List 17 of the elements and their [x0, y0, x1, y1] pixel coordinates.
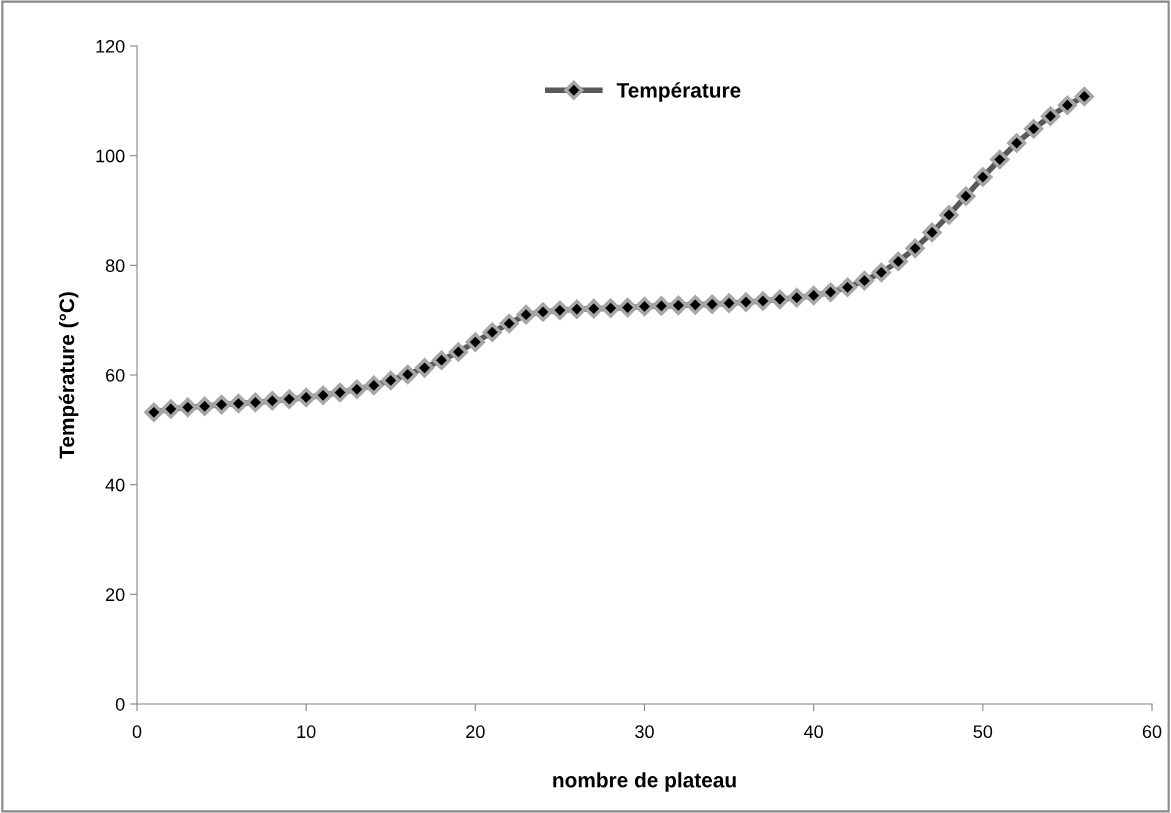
- x-tick-label: 20: [466, 725, 485, 739]
- legend-label: Température: [616, 82, 741, 102]
- x-tick-label: 50: [973, 725, 993, 739]
- y-tick-label: 40: [105, 478, 125, 492]
- y-tick-label: 0: [115, 697, 125, 711]
- x-tick-label: 40: [804, 725, 823, 739]
- y-tick-label: 20: [106, 588, 125, 602]
- x-tick-label: 0: [132, 725, 142, 739]
- x-tick-label: 30: [635, 725, 654, 739]
- x-tick-label: 60: [1142, 725, 1162, 739]
- y-axis-title: Température (°C): [58, 292, 79, 459]
- y-tick-label: 60: [106, 368, 125, 382]
- y-tick-label: 100: [96, 149, 125, 163]
- x-axis-title: nombre de plateau: [553, 772, 736, 792]
- y-tick-label: 80: [105, 259, 125, 273]
- y-tick-label: 120: [96, 39, 125, 53]
- x-tick-label: 10: [297, 725, 316, 739]
